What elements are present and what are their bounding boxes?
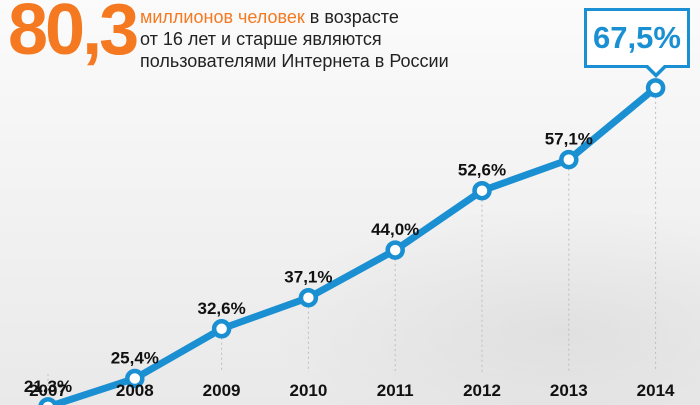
- value-label-2013: 57,1%: [545, 130, 593, 149]
- headline-line1-rest: в возрасте: [304, 7, 399, 27]
- value-label-2012: 52,6%: [458, 161, 506, 180]
- headline-line2: от 16 лет и старше являются: [140, 29, 382, 49]
- data-point-2009: [211, 319, 232, 339]
- series-line: [45, 84, 660, 405]
- value-label-2009: 32,6%: [197, 299, 245, 318]
- data-point-2007: [38, 397, 58, 405]
- data-point-2013: [559, 149, 579, 170]
- value-label-2007: 21,3%: [24, 377, 72, 396]
- value-label-2010: 37,1%: [284, 268, 332, 287]
- headline-line3: пользователями Интернета в России: [140, 51, 449, 71]
- data-point-2014: [645, 78, 666, 98]
- x-tick-label-2010: 2010: [289, 381, 327, 400]
- x-tick-label-2011: 2011: [377, 381, 414, 400]
- callout-box: 67,5%: [584, 8, 690, 68]
- headline-big-number: 80,3: [8, 0, 139, 70]
- headline-accent: миллионов человек: [140, 7, 305, 27]
- data-point-2011: [385, 240, 405, 260]
- headline-text: миллионов человек в возрасте от 16 лет и…: [140, 6, 540, 72]
- callout-pointer-fill: [647, 64, 665, 73]
- callout-value: 67,5%: [593, 20, 681, 55]
- x-tick-label-2014: 2014: [637, 381, 675, 400]
- x-tick-label-2008: 2008: [116, 381, 154, 400]
- data-point-2012: [472, 180, 492, 201]
- x-tick-label-2009: 2009: [203, 381, 241, 400]
- x-tick-label-2007: 2007: [29, 381, 67, 400]
- value-label-2011: 44,0%: [371, 220, 419, 239]
- x-tick-label-2012: 2012: [463, 381, 501, 400]
- value-label-2008: 25,4%: [111, 349, 159, 368]
- x-tick-label-2013: 2013: [550, 381, 588, 400]
- data-point-2008: [125, 368, 145, 389]
- data-point-2010: [298, 287, 319, 308]
